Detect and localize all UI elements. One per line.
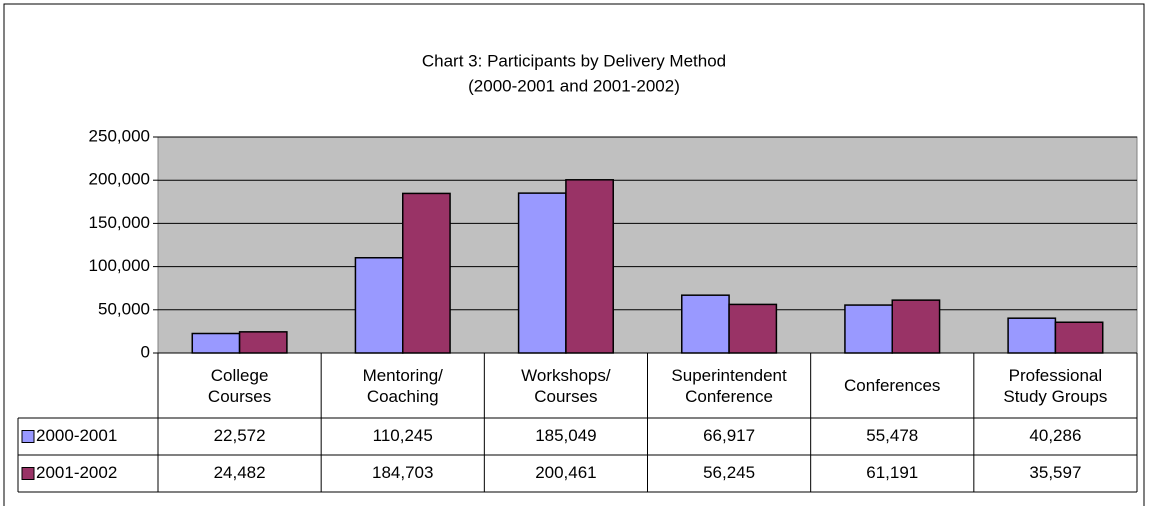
bar [354,256,404,354]
category-label: Professional Study Groups [1003,365,1108,406]
table-value: 185,049 [535,426,596,445]
table-value: 24,482 [214,463,266,482]
table-value: 22,572 [214,426,266,445]
y-tick-label: 250,000 [89,126,150,145]
bar [517,192,567,354]
table-value: 184,703 [372,463,433,482]
plot-area [157,136,1138,354]
table-value: 40,286 [1029,426,1081,445]
chart-border [3,3,1145,506]
bar [728,303,778,354]
category-label: Mentoring/ Coaching [362,365,443,406]
table-value: 61,191 [866,463,918,482]
bar [402,192,451,354]
y-tick-label: 150,000 [89,213,150,232]
category-label: Conferences [844,376,941,395]
y-tick-label: 200,000 [89,170,150,189]
bar [238,331,288,354]
bar [565,179,614,354]
legend-key [21,467,35,480]
bar [681,294,730,354]
bar [844,304,893,354]
category-label: Superintendent Conference [671,365,787,406]
bar [1007,317,1057,354]
table-value: 55,478 [866,426,918,445]
y-tick-label: 50,000 [98,299,150,318]
category-label: Workshops/ Courses [521,365,611,406]
bar [1054,321,1104,354]
legend-label: 2000-2001 [36,426,117,445]
bar [891,299,941,354]
legend-key [21,430,35,443]
y-tick-label: 100,000 [89,256,150,275]
table-value: 35,597 [1029,463,1081,482]
table-value: 56,245 [703,463,755,482]
bar [191,332,241,354]
legend-label: 2001-2002 [36,463,117,482]
table-value: 200,461 [535,463,596,482]
table-value: 110,245 [373,426,433,445]
chart-title: Chart 3: Participants by Delivery Method [422,51,726,70]
category-label: College Courses [207,365,272,406]
table-value: 66,917 [703,426,755,445]
y-tick-label: 0 [141,342,150,361]
chart-subtitle: (2000-2001 and 2001-2002) [468,76,680,95]
